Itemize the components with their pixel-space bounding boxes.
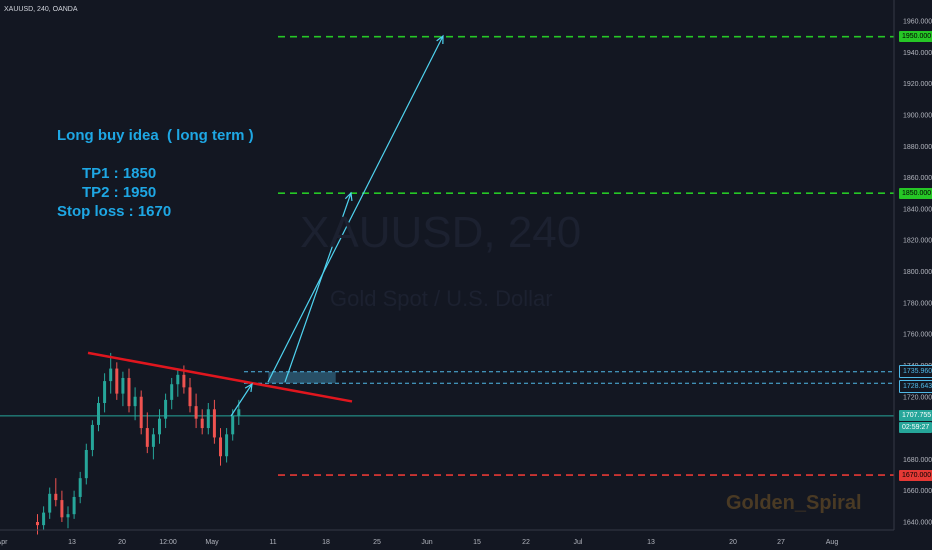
- candle-body: [109, 368, 113, 382]
- stop-loss-price-tag: 1670.000: [899, 469, 932, 481]
- target-arrow-head: [436, 34, 444, 45]
- tp1-label: TP1 : 1850: [82, 165, 157, 182]
- price-tick-label: 1680.000: [903, 457, 932, 464]
- candle-body: [145, 428, 149, 447]
- target-arrow-3: [284, 192, 352, 383]
- candle-body: [78, 478, 82, 497]
- zone-top-price-tag: 1735.960: [899, 365, 932, 379]
- price-tick-label: 1900.000: [903, 112, 932, 119]
- time-tick-label: 13: [647, 539, 655, 546]
- candle-body: [194, 406, 198, 419]
- candle-body: [212, 409, 216, 438]
- candle-body: [219, 437, 222, 457]
- target-arrow-head: [344, 191, 353, 202]
- candle-body: [103, 381, 107, 404]
- price-tick-label: 1840.000: [903, 206, 932, 213]
- current-price-tag: 1707.755: [899, 410, 932, 422]
- bar-countdown: 02:59:27: [899, 421, 932, 433]
- target-arrow-head: [244, 382, 253, 393]
- candle-body: [115, 368, 119, 394]
- candle-body: [133, 396, 137, 407]
- candle-body: [237, 409, 241, 416]
- candle-body: [60, 500, 64, 518]
- price-tick-label: 1780.000: [903, 300, 932, 307]
- entry-zone: [268, 371, 336, 384]
- candle-body: [188, 387, 192, 407]
- tp1-price-tag: 1850.000: [899, 187, 932, 199]
- candle-body: [121, 377, 125, 394]
- time-tick-label: Jul: [574, 539, 583, 546]
- symbol-header: XAUUSD, 240, OANDA: [4, 6, 78, 13]
- candle-body: [139, 396, 143, 429]
- candle-body: [158, 418, 161, 435]
- price-levels: [0, 35, 894, 476]
- idea-title: Long buy idea ( long term ): [57, 127, 254, 144]
- candle-body: [200, 418, 204, 429]
- time-tick-label: 12:00: [159, 539, 177, 546]
- target-arrow-2: [267, 35, 444, 383]
- price-tick-label: 1820.000: [903, 238, 932, 245]
- price-tick-label: 1960.000: [903, 19, 932, 26]
- time-tick-label: 15: [473, 539, 481, 546]
- price-tick-label: 1660.000: [903, 488, 932, 495]
- candle-body: [48, 493, 52, 513]
- time-tick-label: Apr: [0, 539, 8, 546]
- candle-body: [127, 377, 131, 407]
- zone-bottom-price-tag: 1728.643: [899, 379, 932, 393]
- candle-body: [42, 512, 46, 526]
- price-tick-label: 1800.000: [903, 269, 932, 276]
- candle-body: [97, 403, 100, 425]
- price-tick-label: 1880.000: [903, 144, 932, 151]
- time-tick-label: 25: [373, 539, 381, 546]
- resistance-trendline: [87, 351, 353, 403]
- time-tick-label: May: [205, 539, 219, 546]
- candle-body: [225, 434, 229, 457]
- price-tick-label: 1640.000: [903, 520, 932, 527]
- watermark-description: Gold Spot / U.S. Dollar: [330, 286, 553, 311]
- time-tick-label: 20: [729, 539, 737, 546]
- candle-series: [36, 352, 241, 535]
- drawings: [87, 34, 444, 417]
- candle-body: [182, 374, 186, 388]
- candle-body: [176, 374, 180, 385]
- tp2-price-tag: 1950.000: [899, 31, 932, 43]
- candle-body: [54, 493, 58, 501]
- candle-body: [231, 415, 235, 435]
- author-signature: Golden_Spiral: [726, 492, 862, 514]
- target-arrow-1: [230, 383, 253, 417]
- tp2-label: TP2 : 1950: [82, 184, 157, 201]
- time-tick-label: 18: [322, 539, 330, 546]
- time-tick-label: 11: [269, 539, 276, 546]
- time-tick-label: Jun: [421, 539, 432, 546]
- price-tick-label: 1920.000: [903, 81, 932, 88]
- watermark-symbol: XAUUSD, 240: [300, 208, 582, 257]
- candle-body: [90, 424, 94, 450]
- candle-body: [66, 514, 70, 518]
- candle-body: [164, 399, 168, 419]
- candle-body: [72, 496, 76, 515]
- time-tick-label: Aug: [826, 539, 839, 546]
- price-tick-label: 1720.000: [903, 394, 932, 401]
- time-tick-label: 13: [68, 539, 76, 546]
- candle-body: [206, 409, 210, 429]
- stop-loss-label: Stop loss : 1670: [57, 203, 172, 220]
- time-tick-label: 27: [777, 539, 785, 546]
- candle-body: [170, 384, 174, 400]
- price-tick-label: 1940.000: [903, 50, 932, 57]
- candle-body: [36, 522, 39, 526]
- time-tick-label: 22: [522, 539, 530, 546]
- time-axis[interactable]: Apr 13 20 12:00 May 11 18 25 Jun 15 22 Jul 13 20 27 Aug: [0, 539, 838, 546]
- price-tick-label: 1860.000: [903, 175, 932, 182]
- candle-body: [151, 434, 155, 447]
- time-tick-label: 20: [118, 539, 126, 546]
- price-tick-label: 1760.000: [903, 332, 932, 339]
- candle-body: [84, 449, 88, 479]
